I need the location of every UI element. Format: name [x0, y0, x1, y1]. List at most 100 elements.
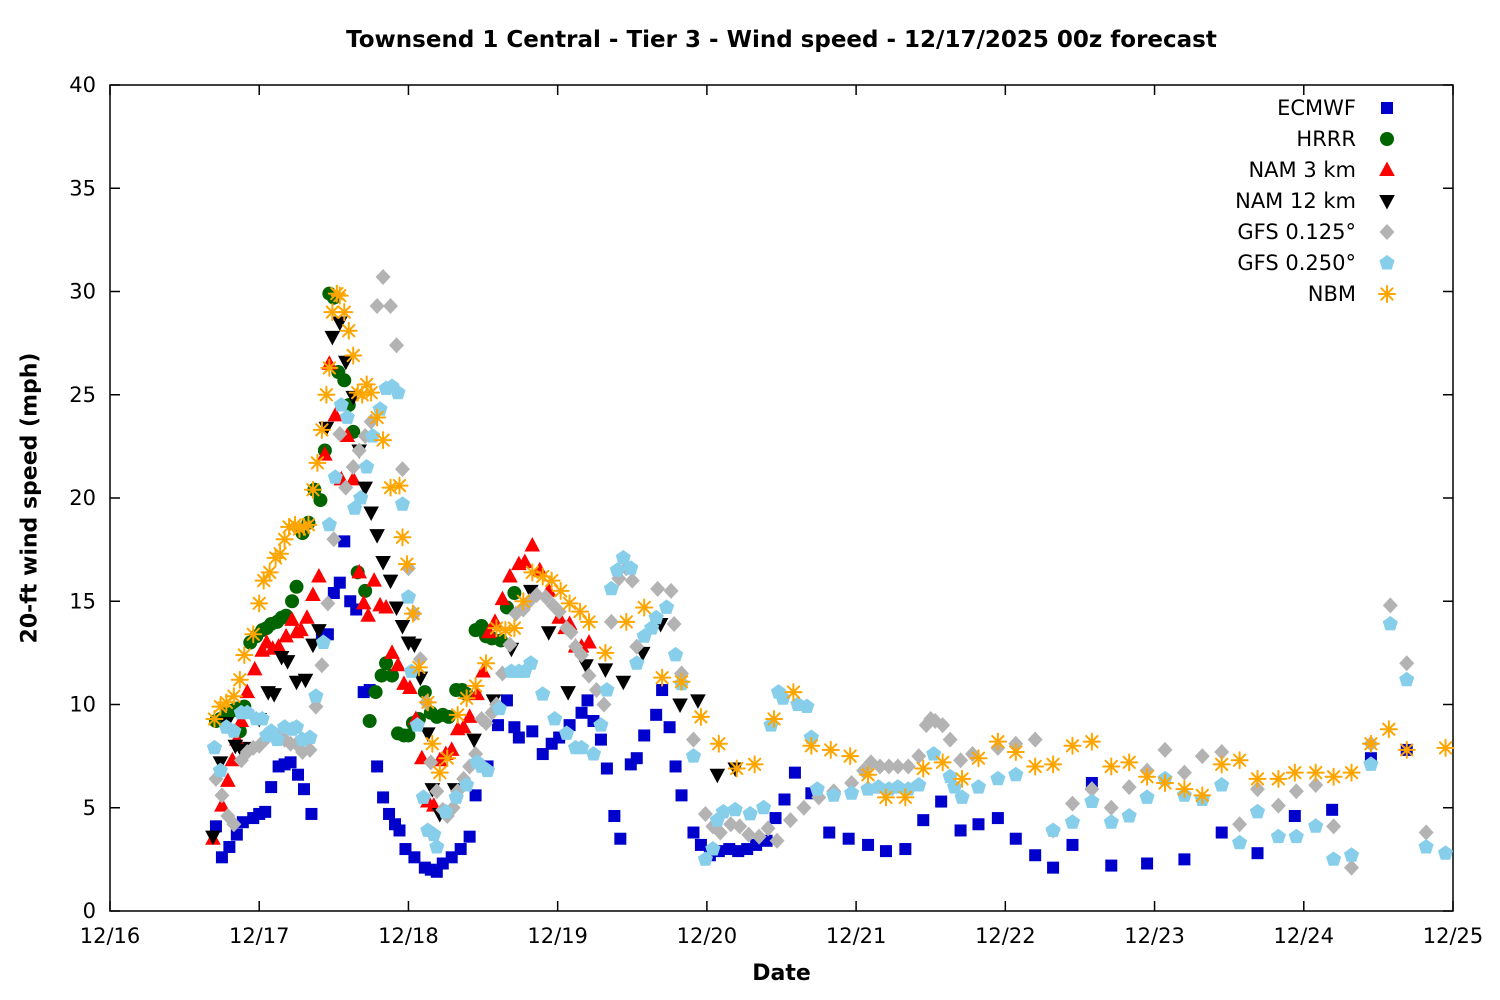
data-point-ecmwf — [581, 694, 594, 707]
data-point-gfs-0-125 — [588, 682, 604, 699]
data-point-nam-12-km — [279, 655, 296, 670]
data-point-gfs-0-125 — [741, 826, 757, 843]
data-point-nbm — [988, 732, 1007, 751]
data-point-nbm — [381, 478, 400, 497]
data-point-ecmwf — [333, 576, 346, 589]
data-point-nam-12-km — [672, 698, 688, 713]
data-point-gfs-0-125 — [1176, 764, 1192, 781]
data-point-nbm — [374, 431, 393, 450]
data-point-nbm — [745, 755, 764, 774]
data-point-gfs-0-250 — [911, 777, 927, 792]
data-point-gfs-0-125 — [663, 582, 679, 599]
data-point-nbm — [1397, 740, 1416, 759]
data-point-nam-3-km — [278, 627, 294, 643]
data-point-nam-3-km — [502, 567, 518, 583]
data-point-gfs-0-250 — [742, 805, 758, 821]
data-point-nam-12-km — [205, 830, 221, 846]
data-point-ecmwf — [1178, 853, 1191, 866]
data-point-hrrr — [368, 685, 383, 700]
data-point-nbm — [1230, 751, 1249, 770]
data-point-hrrr — [289, 579, 304, 594]
data-point-gfs-0-250 — [685, 748, 702, 763]
data-point-nbm — [571, 602, 590, 621]
data-point-gfs-0-250 — [321, 516, 337, 532]
data-point-gfs-0-125 — [326, 531, 342, 548]
data-point-nam-3-km — [299, 609, 315, 624]
data-point-nam-3-km — [524, 536, 541, 552]
data-point-nbm — [235, 645, 254, 664]
data-point-gfs-0-250 — [890, 779, 906, 794]
data-point-nbm — [1063, 736, 1082, 755]
data-point-gfs-0-250 — [648, 609, 664, 625]
data-point-nam-12-km — [382, 574, 399, 590]
data-point-gfs-0-250 — [353, 490, 369, 505]
data-point-ecmwf — [508, 721, 521, 734]
data-point-nam-3-km — [494, 590, 511, 606]
data-point-gfs-0-125 — [1084, 781, 1100, 798]
data-point-ecmwf — [1009, 832, 1022, 845]
data-point-ecmwf — [594, 733, 607, 746]
data-point-gfs-0-125 — [314, 657, 330, 674]
data-point-nam-12-km — [357, 481, 373, 497]
data-point-nbm — [514, 592, 533, 611]
data-point-gfs-0-250 — [302, 729, 318, 744]
data-point-hrrr — [337, 373, 352, 388]
data-point-hrrr — [385, 668, 400, 683]
y-tick-label: 35 — [69, 176, 96, 200]
data-point-nbm — [308, 453, 327, 472]
legend-label-nam-12-km: NAM 12 km — [1235, 188, 1356, 213]
data-point-gfs-0-125 — [624, 572, 640, 589]
data-point-gfs-0-250 — [573, 739, 590, 755]
data-point-nbm — [580, 612, 599, 631]
data-point-gfs-0-250 — [629, 655, 645, 670]
data-point-gfs-0-250 — [429, 839, 445, 854]
data-point-gfs-0-250 — [288, 719, 305, 734]
data-point-ecmwf — [954, 824, 967, 837]
data-point-gfs-0-250 — [559, 725, 575, 740]
data-point-nbm — [896, 788, 915, 807]
data-point-gfs-0-125 — [574, 646, 590, 663]
data-point-gfs-0-250 — [1399, 671, 1415, 687]
data-point-gfs-0-250 — [775, 690, 791, 705]
data-point-gfs-0-125 — [502, 636, 518, 653]
data-point-nam-12-km — [523, 584, 539, 600]
data-point-nbm — [418, 693, 437, 712]
data-point-nbm — [457, 689, 476, 708]
y-tick-label: 25 — [69, 383, 96, 407]
data-point-hrrr — [313, 493, 328, 508]
data-point-nbm — [230, 670, 249, 689]
legend-entry-gfs-0-125: GFS 0.125° — [1235, 216, 1400, 247]
data-point-nam-12-km — [324, 330, 341, 346]
data-point-gfs-0-125 — [369, 297, 385, 314]
data-point-nbm — [505, 619, 524, 638]
data-point-ecmwf — [687, 826, 700, 839]
data-point-ecmwf — [1141, 857, 1154, 870]
x-tick-label: 12/22 — [975, 924, 1036, 948]
data-point-nam-3-km — [345, 470, 362, 486]
data-point-gfs-0-125 — [1288, 783, 1304, 800]
legend-label-gfs-0-125: GFS 0.125° — [1237, 219, 1356, 244]
data-point-gfs-0-125 — [320, 595, 336, 612]
data-point-nbm — [691, 707, 710, 726]
data-point-nbm — [876, 788, 895, 807]
data-point-nam-12-km — [406, 638, 423, 654]
data-point-gfs-0-250 — [339, 409, 355, 424]
data-point-ecmwf — [297, 783, 310, 796]
x-tick-label: 12/23 — [1124, 924, 1185, 948]
x-tick-label: 12/20 — [677, 924, 738, 948]
data-point-gfs-0-125 — [697, 805, 713, 822]
data-point-ecmwf — [259, 805, 272, 818]
data-point-ecmwf — [377, 791, 390, 804]
data-point-gfs-0-250 — [1418, 839, 1434, 854]
data-point-nbm — [969, 749, 988, 768]
data-point-nam-12-km — [363, 506, 379, 521]
data-point-hrrr — [374, 668, 389, 683]
data-point-nbm — [653, 668, 672, 687]
legend-marker-ecmwf-icon — [1381, 101, 1393, 114]
data-point-gfs-0-250 — [599, 682, 615, 697]
data-point-gfs-0-250 — [448, 789, 464, 804]
data-point-nbm — [1285, 763, 1304, 782]
data-point-ecmwf — [500, 694, 513, 707]
data-point-nbm — [560, 594, 579, 613]
series-hrrr — [208, 286, 522, 743]
